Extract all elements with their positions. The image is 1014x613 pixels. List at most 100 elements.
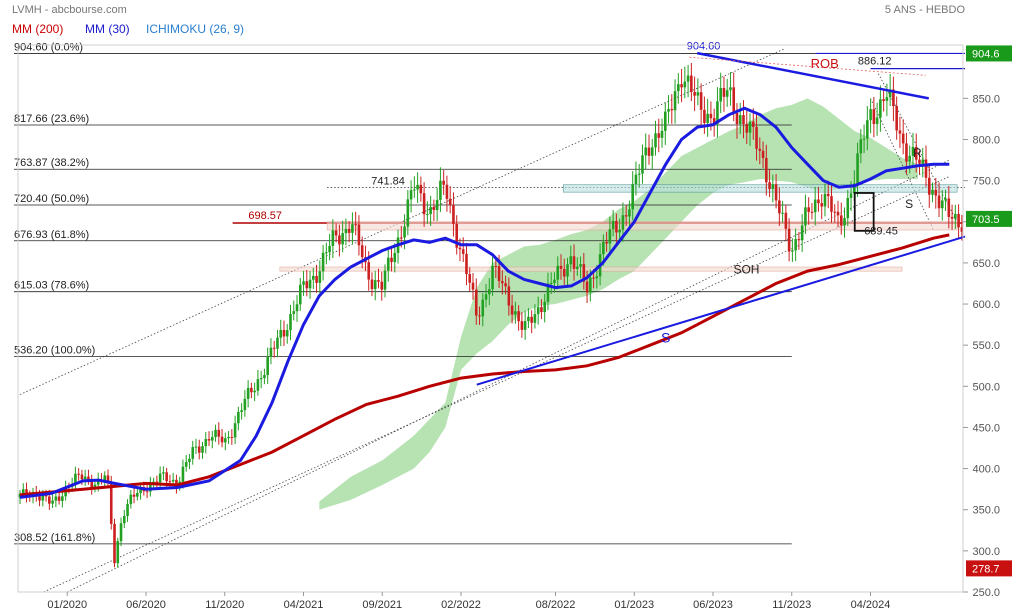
candle-body bbox=[813, 199, 817, 213]
candle-body bbox=[507, 286, 511, 306]
price-badge bbox=[966, 210, 1012, 227]
candle-body bbox=[126, 504, 129, 517]
candle-body bbox=[155, 481, 159, 483]
candle-body bbox=[765, 158, 768, 183]
y-tick-label: 550.0 bbox=[972, 340, 1000, 352]
candle-body bbox=[738, 115, 742, 125]
annotation-label: 904.60 bbox=[687, 40, 721, 52]
candle-body bbox=[595, 276, 599, 279]
header: LVMH - abcbourse.com 5 ANS - HEBDO MM (2… bbox=[12, 4, 965, 36]
candle-body bbox=[504, 283, 507, 287]
candle-body bbox=[442, 180, 445, 185]
candle-body bbox=[836, 211, 840, 216]
candle-body bbox=[605, 241, 608, 244]
x-tick-label: 04/2024 bbox=[851, 599, 891, 611]
candle-body bbox=[230, 436, 234, 438]
candle-body bbox=[266, 356, 269, 375]
candle-body bbox=[328, 245, 331, 253]
candle-body bbox=[298, 284, 302, 305]
fib-level-label: 536.20 (100.0%) bbox=[14, 345, 95, 357]
candle-body bbox=[853, 183, 856, 194]
candle-body bbox=[338, 235, 341, 245]
candle-body bbox=[520, 321, 524, 330]
candle-body bbox=[246, 387, 250, 399]
candle-body bbox=[204, 439, 208, 447]
annotation-label: 886.12 bbox=[858, 56, 892, 68]
candle-body bbox=[370, 279, 374, 290]
fib-level-label: 720.40 (50.0%) bbox=[14, 193, 89, 205]
candle-body bbox=[429, 207, 432, 215]
candle-body bbox=[755, 126, 758, 149]
candle-body bbox=[901, 133, 905, 144]
candle-body bbox=[830, 196, 833, 212]
candle-body bbox=[696, 92, 700, 96]
candle-body bbox=[934, 189, 938, 196]
candle-body bbox=[87, 476, 90, 480]
candle-body bbox=[487, 289, 491, 295]
candle-body bbox=[589, 277, 592, 293]
candle-body bbox=[197, 446, 201, 453]
candle-body bbox=[794, 239, 797, 251]
moving-averages bbox=[19, 106, 950, 499]
candle-body bbox=[227, 436, 230, 439]
candle-body bbox=[957, 213, 960, 228]
annotation-label: ROB bbox=[811, 56, 839, 71]
candle-body bbox=[25, 489, 28, 496]
candle-body bbox=[383, 270, 387, 290]
x-tick-label: 11/2020 bbox=[205, 599, 244, 611]
candle-body bbox=[960, 227, 964, 232]
zone-698 bbox=[326, 221, 958, 231]
ma200-line bbox=[19, 233, 950, 497]
candle-body bbox=[931, 189, 934, 195]
candle-body bbox=[575, 266, 579, 269]
candle-body bbox=[478, 315, 481, 317]
annotations: 904.60 886.12 741.84 698.57 689.45 ROB SOH S R S bbox=[248, 40, 966, 386]
candle-body bbox=[872, 109, 876, 125]
candle-body bbox=[748, 121, 752, 133]
candle-body bbox=[905, 143, 908, 162]
candle-body bbox=[351, 224, 354, 233]
candle-body bbox=[771, 184, 775, 189]
candle-body bbox=[856, 153, 859, 184]
annotation-label: S bbox=[661, 330, 670, 346]
candle-body bbox=[214, 429, 217, 438]
price-badge bbox=[966, 560, 1012, 577]
candle-body bbox=[38, 496, 41, 501]
candle-body bbox=[592, 277, 595, 279]
candle-body bbox=[761, 150, 765, 159]
candle-body bbox=[954, 213, 957, 219]
candle-body bbox=[849, 193, 853, 198]
y-tick-label: 750.0 bbox=[972, 176, 1000, 188]
candle-body bbox=[882, 99, 885, 101]
y-tick-label: 850.0 bbox=[972, 93, 1000, 105]
candle-body bbox=[787, 228, 791, 252]
candle-body bbox=[543, 301, 546, 313]
candle-body bbox=[924, 159, 928, 178]
candle-body bbox=[184, 462, 188, 467]
candle-body bbox=[282, 329, 286, 337]
candle-body bbox=[686, 75, 690, 82]
candle-body bbox=[48, 496, 51, 504]
candle-body bbox=[106, 475, 110, 483]
candle-body bbox=[57, 496, 61, 501]
candle-body bbox=[781, 212, 784, 214]
candle-body bbox=[654, 133, 657, 148]
candle-body bbox=[879, 99, 882, 118]
candle-body bbox=[725, 90, 729, 97]
candle-body bbox=[712, 118, 716, 124]
candle-body bbox=[289, 313, 292, 331]
candle-body bbox=[637, 173, 641, 175]
candle-body bbox=[549, 282, 553, 284]
candle-body bbox=[181, 466, 185, 482]
candle-body bbox=[807, 207, 810, 212]
candle-body bbox=[90, 479, 93, 489]
annotation-label: SOH bbox=[733, 263, 759, 277]
candle-body bbox=[553, 279, 556, 283]
zone-640 bbox=[279, 266, 903, 272]
y-tick-label: 800.0 bbox=[972, 135, 1000, 147]
candle-body bbox=[263, 374, 266, 379]
candle-body bbox=[116, 541, 120, 564]
candlesticks bbox=[18, 62, 964, 568]
x-tick-label: 06/2023 bbox=[693, 599, 733, 611]
candle-body bbox=[804, 207, 807, 226]
